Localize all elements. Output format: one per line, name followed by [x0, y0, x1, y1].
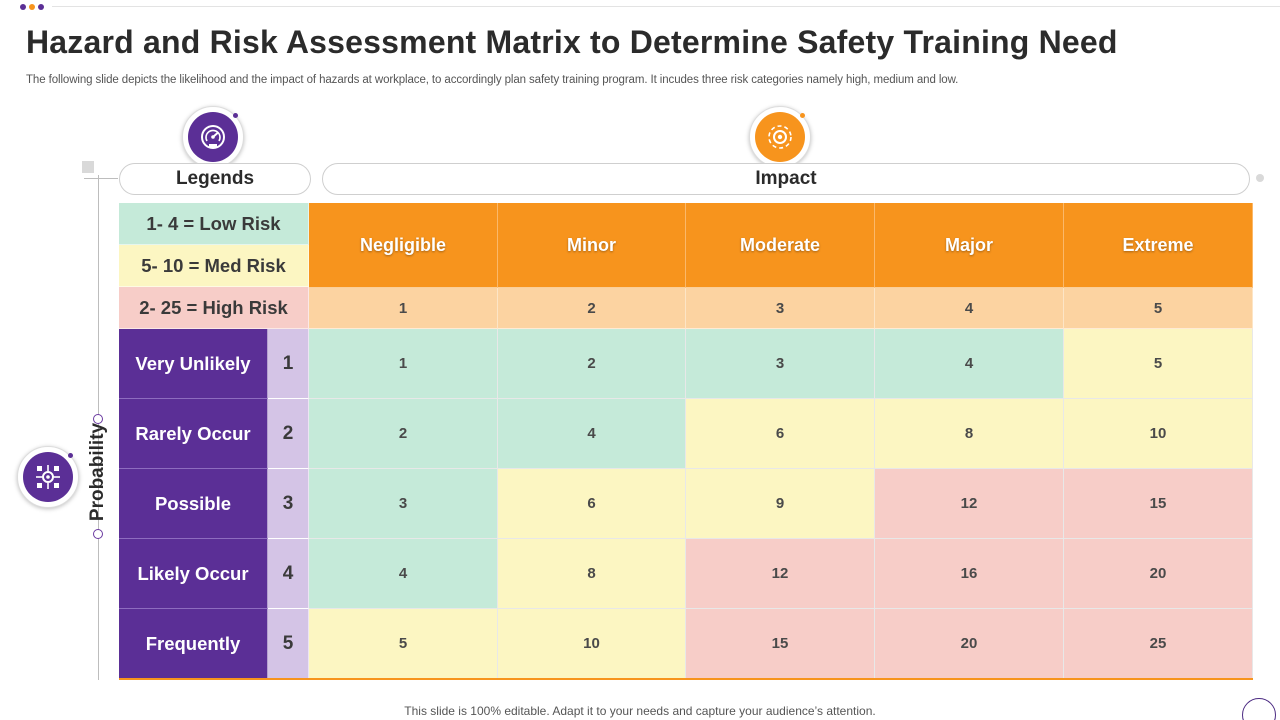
- gear-network-icon: [17, 446, 79, 508]
- matrix-cell: 10: [1064, 399, 1253, 469]
- matrix-cell: 12: [686, 539, 875, 609]
- probability-row-label: Likely Occur: [119, 539, 268, 609]
- probability-row-label: Rarely Occur: [119, 399, 268, 469]
- legends-label: Legends: [175, 168, 255, 189]
- gauge-icon: [182, 106, 244, 168]
- probability-axis-line: [98, 175, 99, 680]
- impact-header: Minor: [498, 203, 686, 288]
- impact-header: Negligible: [309, 203, 498, 288]
- probability-label: Probability: [87, 422, 108, 522]
- probability-row-score: 5: [268, 609, 309, 679]
- axis-corner-square: [82, 161, 94, 173]
- matrix-cell: 4: [309, 539, 498, 609]
- top-rule: [52, 6, 1280, 7]
- impact-label: Impact: [755, 168, 817, 189]
- matrix-cell: 10: [498, 609, 686, 679]
- axis-ring-top: [93, 414, 103, 424]
- axis-connector: [84, 178, 118, 179]
- matrix-cell: 16: [875, 539, 1064, 609]
- risk-matrix: 1- 4 = Low Risk 5- 10 = Med Risk 2- 25 = H…: [119, 203, 1253, 680]
- page-subtitle: The following slide depicts the likeliho…: [26, 74, 959, 86]
- impact-score: 4: [875, 288, 1064, 329]
- legend-item: 1- 4 = Low Risk: [119, 203, 309, 245]
- probability-row-score: 3: [268, 469, 309, 539]
- matrix-cell: 3: [309, 469, 498, 539]
- impact-score: 3: [686, 288, 875, 329]
- matrix-cell: 8: [875, 399, 1064, 469]
- probability-label-box: Probability: [86, 418, 110, 526]
- matrix-cell: 5: [1064, 329, 1253, 399]
- matrix-cell: 2: [498, 329, 686, 399]
- impact-pill: Impact: [322, 163, 1250, 195]
- matrix-cell: 15: [686, 609, 875, 679]
- matrix-cell: 8: [498, 539, 686, 609]
- impact-header: Extreme: [1064, 203, 1253, 288]
- footer-note: This slide is 100% editable. Adapt it to…: [404, 704, 876, 718]
- target-gear-icon: [749, 106, 811, 168]
- matrix-cell: 5: [309, 609, 498, 679]
- impact-score: 1: [309, 288, 498, 329]
- probability-row-score: 4: [268, 539, 309, 609]
- matrix-cell: 6: [498, 469, 686, 539]
- decorative-dots: [20, 4, 44, 10]
- probability-row-score: 1: [268, 329, 309, 399]
- probability-row-label: Possible: [119, 469, 268, 539]
- axis-ring-bottom: [93, 529, 103, 539]
- matrix-cell: 25: [1064, 609, 1253, 679]
- matrix-cell: 4: [498, 399, 686, 469]
- matrix-cell: 20: [875, 609, 1064, 679]
- matrix-cell: 9: [686, 469, 875, 539]
- matrix-cell: 3: [686, 329, 875, 399]
- impact-header: Moderate: [686, 203, 875, 288]
- impact-score: 5: [1064, 288, 1253, 329]
- probability-row-score: 2: [268, 399, 309, 469]
- probability-row-label: Very Unlikely: [119, 329, 268, 399]
- matrix-cell: 20: [1064, 539, 1253, 609]
- matrix-bottom-rule: [119, 678, 1253, 680]
- legend-item: 5- 10 = Med Risk: [119, 245, 309, 287]
- matrix-cell: 12: [875, 469, 1064, 539]
- matrix-cell: 4: [875, 329, 1064, 399]
- page-title: Hazard and Risk Assessment Matrix to Det…: [26, 24, 1118, 60]
- legends-pill: Legends: [119, 163, 311, 195]
- matrix-cell: 2: [309, 399, 498, 469]
- axis-end-dot: [1256, 174, 1264, 182]
- impact-header: Major: [875, 203, 1064, 288]
- impact-score: 2: [498, 288, 686, 329]
- legend-item: 2- 25 = High Risk: [119, 287, 309, 329]
- probability-row-label: Frequently: [119, 609, 268, 679]
- matrix-cell: 15: [1064, 469, 1253, 539]
- corner-decoration: [1242, 698, 1276, 720]
- matrix-cell: 6: [686, 399, 875, 469]
- matrix-cell: 1: [309, 329, 498, 399]
